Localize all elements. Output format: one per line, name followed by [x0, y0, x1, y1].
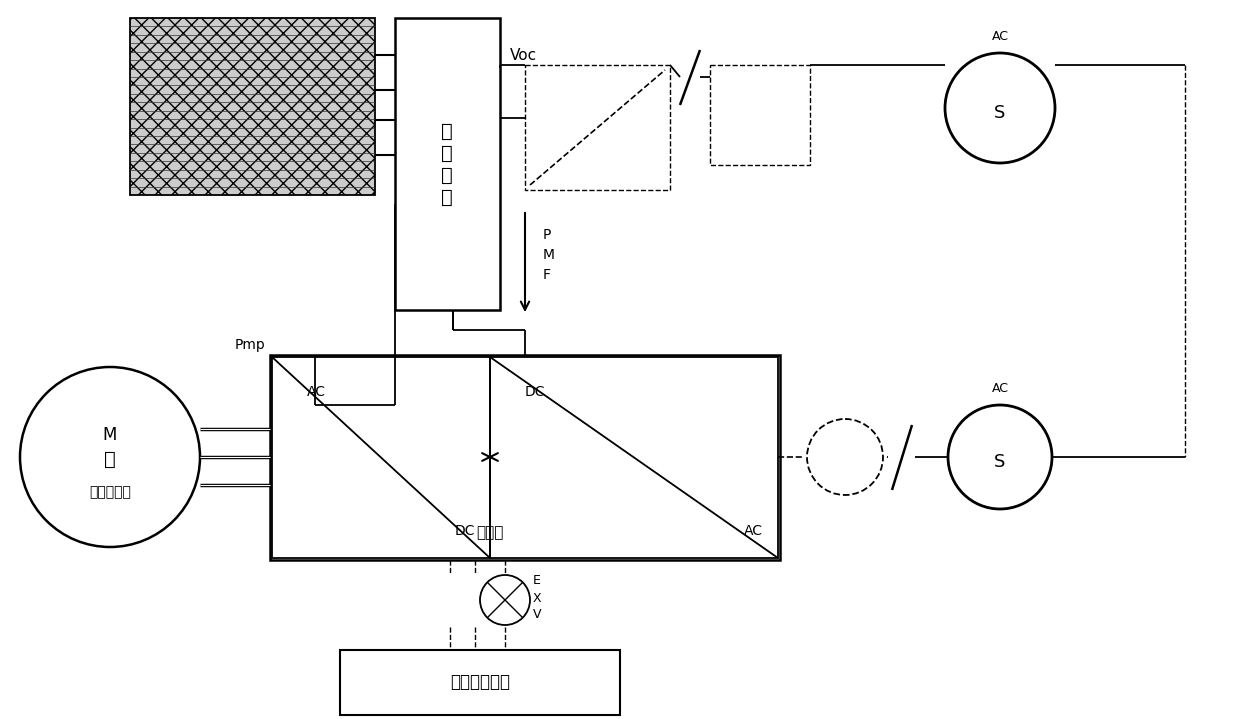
Text: DC: DC	[455, 524, 475, 538]
Text: 变频器: 变频器	[476, 525, 503, 540]
Bar	[711, 65, 810, 165]
Text: M: M	[543, 248, 556, 262]
Bar	[525, 65, 670, 190]
Bar	[340, 650, 620, 715]
Bar	[130, 18, 374, 195]
Text: 汇
流
单
元: 汇 流 单 元	[441, 122, 453, 206]
Bar	[396, 18, 500, 310]
Text: DC: DC	[525, 385, 546, 399]
Bar	[272, 357, 490, 558]
Text: V: V	[533, 608, 542, 621]
Text: Pmp: Pmp	[236, 338, 265, 352]
Text: S: S	[994, 453, 1006, 471]
Text: ～: ～	[104, 449, 115, 469]
Text: AC: AC	[308, 385, 326, 399]
Text: 光伏冷却设备: 光伏冷却设备	[450, 673, 510, 691]
Text: AC: AC	[744, 524, 763, 538]
Text: F: F	[543, 268, 551, 282]
Text: E: E	[533, 574, 541, 587]
Text: P: P	[543, 228, 552, 242]
Text: AC: AC	[992, 30, 1008, 43]
Text: AC: AC	[992, 382, 1008, 395]
Bar	[490, 357, 777, 558]
Text: Voc: Voc	[510, 47, 537, 63]
Bar	[270, 355, 780, 560]
Text: S: S	[994, 104, 1006, 122]
Text: M: M	[103, 426, 118, 444]
Text: 空调压缩机: 空调压缩机	[89, 485, 131, 499]
Text: X: X	[533, 592, 542, 605]
